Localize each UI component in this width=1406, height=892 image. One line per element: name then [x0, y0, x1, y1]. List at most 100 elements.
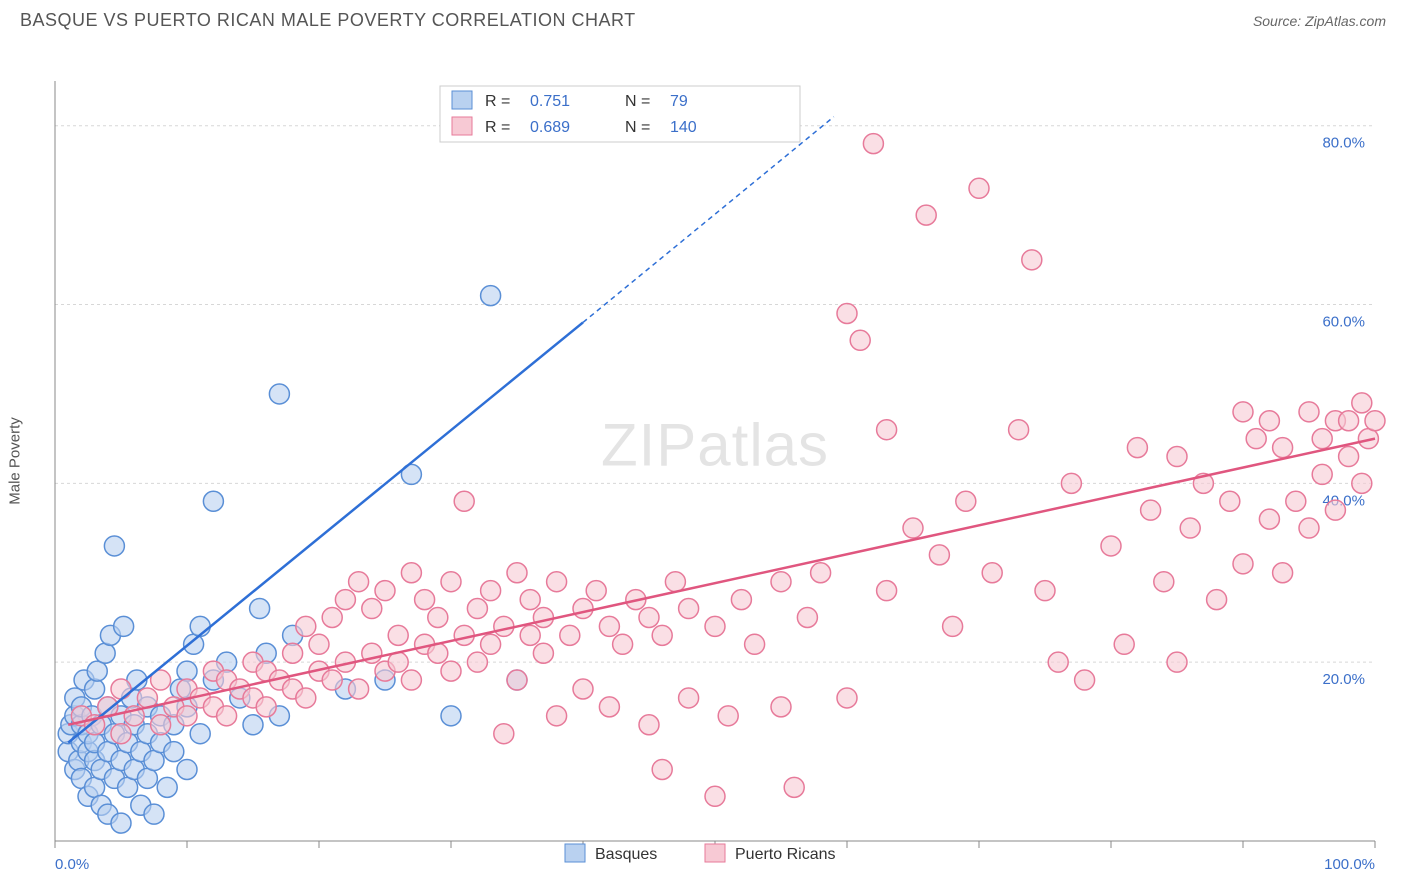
data-point: [1167, 652, 1187, 672]
data-point: [903, 518, 923, 538]
data-point: [665, 572, 685, 592]
data-point: [137, 768, 157, 788]
data-point: [85, 679, 105, 699]
legend-r-label: R =: [485, 119, 510, 136]
data-point: [467, 652, 487, 672]
data-point: [269, 384, 289, 404]
legend-swatch: [705, 844, 725, 862]
data-point: [309, 634, 329, 654]
data-point: [283, 643, 303, 663]
data-point: [111, 724, 131, 744]
data-point: [969, 178, 989, 198]
data-point: [111, 679, 131, 699]
data-point: [573, 599, 593, 619]
legend-r-value: 0.751: [530, 93, 570, 110]
legend-n-label: N =: [625, 119, 650, 136]
data-point: [573, 679, 593, 699]
scatter-chart: 20.0%40.0%60.0%80.0%ZIPatlas0.0%100.0%R …: [0, 36, 1406, 886]
data-point: [95, 643, 115, 663]
data-point: [639, 607, 659, 627]
data-point: [679, 599, 699, 619]
data-point: [203, 491, 223, 511]
y-tick-label: 20.0%: [1322, 671, 1365, 688]
y-tick-label: 80.0%: [1322, 135, 1365, 152]
data-point: [190, 724, 210, 744]
data-point: [1127, 438, 1147, 458]
data-point: [547, 706, 567, 726]
data-point: [1233, 402, 1253, 422]
data-point: [771, 572, 791, 592]
data-point: [441, 706, 461, 726]
data-point: [494, 616, 514, 636]
data-point: [441, 661, 461, 681]
data-point: [1352, 473, 1372, 493]
data-point: [1141, 500, 1161, 520]
data-point: [144, 804, 164, 824]
data-point: [1220, 491, 1240, 511]
data-point: [1022, 250, 1042, 270]
data-point: [771, 697, 791, 717]
data-point: [243, 715, 263, 735]
watermark: ZIPatlas: [601, 411, 829, 478]
data-point: [1207, 590, 1227, 610]
legend-n-value: 140: [670, 119, 697, 136]
data-point: [1009, 420, 1029, 440]
data-point: [111, 813, 131, 833]
data-point: [533, 643, 553, 663]
data-point: [481, 286, 501, 306]
data-point: [533, 607, 553, 627]
legend-series-label: Puerto Ricans: [735, 846, 836, 863]
data-point: [520, 625, 540, 645]
data-point: [837, 303, 857, 323]
data-point: [454, 491, 474, 511]
data-point: [1180, 518, 1200, 538]
data-point: [481, 634, 501, 654]
data-point: [599, 697, 619, 717]
data-point: [1259, 411, 1279, 431]
data-point: [494, 724, 514, 744]
data-point: [481, 581, 501, 601]
data-point: [335, 590, 355, 610]
source-label: Source: ZipAtlas.com: [1253, 13, 1386, 29]
data-point: [1246, 429, 1266, 449]
data-point: [1048, 652, 1068, 672]
data-point: [1312, 464, 1332, 484]
data-point: [296, 688, 316, 708]
data-point: [1035, 581, 1055, 601]
data-point: [362, 599, 382, 619]
legend-n-value: 79: [670, 93, 688, 110]
data-point: [144, 751, 164, 771]
data-point: [1273, 563, 1293, 583]
data-point: [184, 634, 204, 654]
data-point: [679, 688, 699, 708]
data-point: [705, 786, 725, 806]
data-point: [1299, 402, 1319, 422]
data-point: [1325, 500, 1345, 520]
data-point: [982, 563, 1002, 583]
data-point: [164, 742, 184, 762]
data-point: [256, 697, 276, 717]
data-point: [850, 330, 870, 350]
data-point: [1273, 438, 1293, 458]
legend-swatch: [452, 91, 472, 109]
data-point: [401, 670, 421, 690]
data-point: [811, 563, 831, 583]
data-point: [863, 134, 883, 154]
data-point: [250, 599, 270, 619]
data-point: [1233, 554, 1253, 574]
data-point: [322, 670, 342, 690]
data-point: [652, 759, 672, 779]
data-point: [1339, 447, 1359, 467]
data-point: [296, 616, 316, 636]
data-point: [956, 491, 976, 511]
data-point: [151, 715, 171, 735]
data-point: [1101, 536, 1121, 556]
data-point: [87, 661, 107, 681]
data-point: [1154, 572, 1174, 592]
data-point: [929, 545, 949, 565]
legend-swatch: [452, 117, 472, 135]
chart-header: BASQUE VS PUERTO RICAN MALE POVERTY CORR…: [0, 0, 1406, 36]
data-point: [217, 706, 237, 726]
data-point: [1167, 447, 1187, 467]
data-point: [837, 688, 857, 708]
